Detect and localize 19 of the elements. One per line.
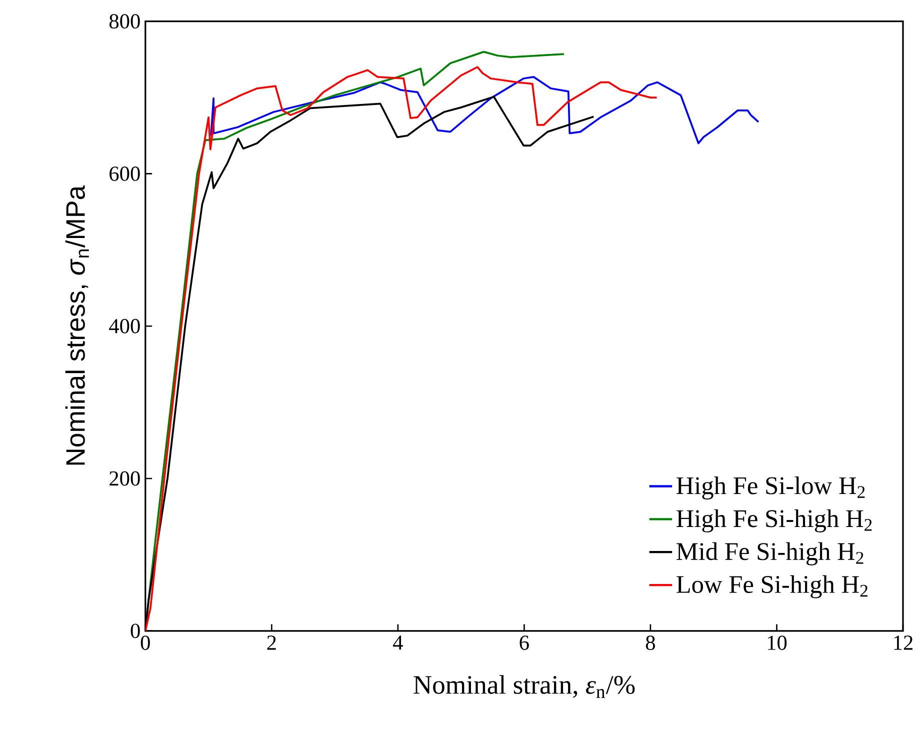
y-axis-title: Nominal stress, σ$_{n}$/MPa <box>65 186 89 465</box>
x-axis-title: Nominal strain, ε$_{n}$/% <box>414 675 635 698</box>
x-tick-label: 4 <box>393 636 403 650</box>
x-tick-label: 6 <box>520 636 529 650</box>
x-tick-label: 10 <box>768 636 787 650</box>
x-tick-label: 2 <box>267 636 276 650</box>
legend-label: High Fe Si-high H$_{2}$ <box>676 510 872 533</box>
x-tick-label: 8 <box>646 636 655 650</box>
legend-label: Low Fe Si-high H$_{2}$ <box>676 575 868 598</box>
legend-label: Mid Fe Si-high H$_{2}$ <box>676 542 864 566</box>
legend-label: High Fe Si-low H$_{2}$ <box>676 476 865 500</box>
x-tick-label: 12 <box>894 636 912 650</box>
y-tick-label: 0 <box>130 624 140 638</box>
y-tick-label: 200 <box>110 472 140 486</box>
y-tick-label: 600 <box>110 166 140 182</box>
y-tick-label: 800 <box>109 14 140 29</box>
line-series <box>210 76 760 144</box>
x-tick-label: 0 <box>140 636 150 650</box>
y-tick-label: 400 <box>109 319 140 334</box>
